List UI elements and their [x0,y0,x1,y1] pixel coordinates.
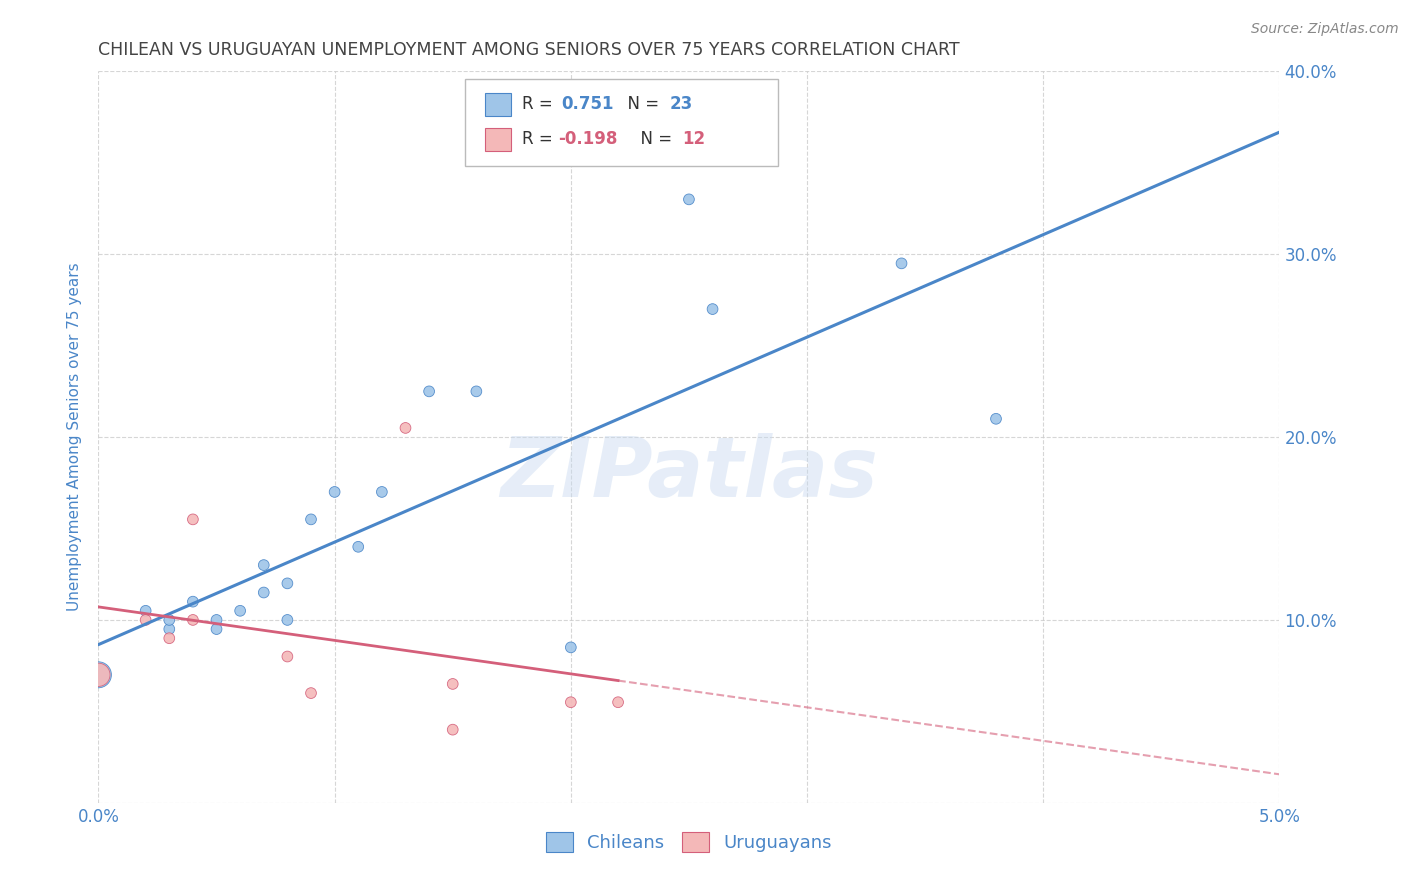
Point [157,613,180,627]
Point [253,585,276,599]
Legend: Chileans, Uruguayans: Chileans, Uruguayans [538,825,839,860]
Point [441,677,464,691]
Point [157,632,180,646]
Text: 23: 23 [671,95,693,113]
Text: -0.198: -0.198 [558,130,617,148]
Point [607,695,630,709]
Point [135,613,157,627]
Text: 12: 12 [682,130,704,148]
Text: Source: ZipAtlas.com: Source: ZipAtlas.com [1251,22,1399,37]
Point [276,613,298,627]
Point [394,421,416,435]
Point [323,485,346,500]
Point [276,576,298,591]
Point [229,604,252,618]
Text: N =: N = [617,95,664,113]
Point [890,256,912,270]
Point [560,695,582,709]
Y-axis label: Unemployment Among Seniors over 75 years: Unemployment Among Seniors over 75 years [67,263,83,611]
Point [87,667,110,681]
Point [135,604,157,618]
Point [181,512,204,526]
Point [984,412,1007,426]
Point [347,540,370,554]
Point [418,384,440,399]
FancyBboxPatch shape [464,78,778,167]
FancyBboxPatch shape [485,128,510,151]
Point [299,686,322,700]
Point [276,649,298,664]
Point [560,640,582,655]
Text: 0.751: 0.751 [561,95,614,113]
Point [181,613,204,627]
Point [205,622,228,636]
Point [253,558,276,573]
Text: R =: R = [523,95,558,113]
Point [371,485,394,500]
Point [205,613,228,627]
Point [299,512,322,526]
Point [157,622,180,636]
Point [678,192,700,206]
FancyBboxPatch shape [485,93,510,116]
Text: R =: R = [523,130,558,148]
Text: ZIPatlas: ZIPatlas [501,434,877,514]
Text: CHILEAN VS URUGUAYAN UNEMPLOYMENT AMONG SENIORS OVER 75 YEARS CORRELATION CHART: CHILEAN VS URUGUAYAN UNEMPLOYMENT AMONG … [98,41,960,59]
Point [465,384,488,399]
Point [702,301,724,317]
Text: N =: N = [630,130,678,148]
Point [87,667,110,681]
Point [441,723,464,737]
Point [181,594,204,608]
